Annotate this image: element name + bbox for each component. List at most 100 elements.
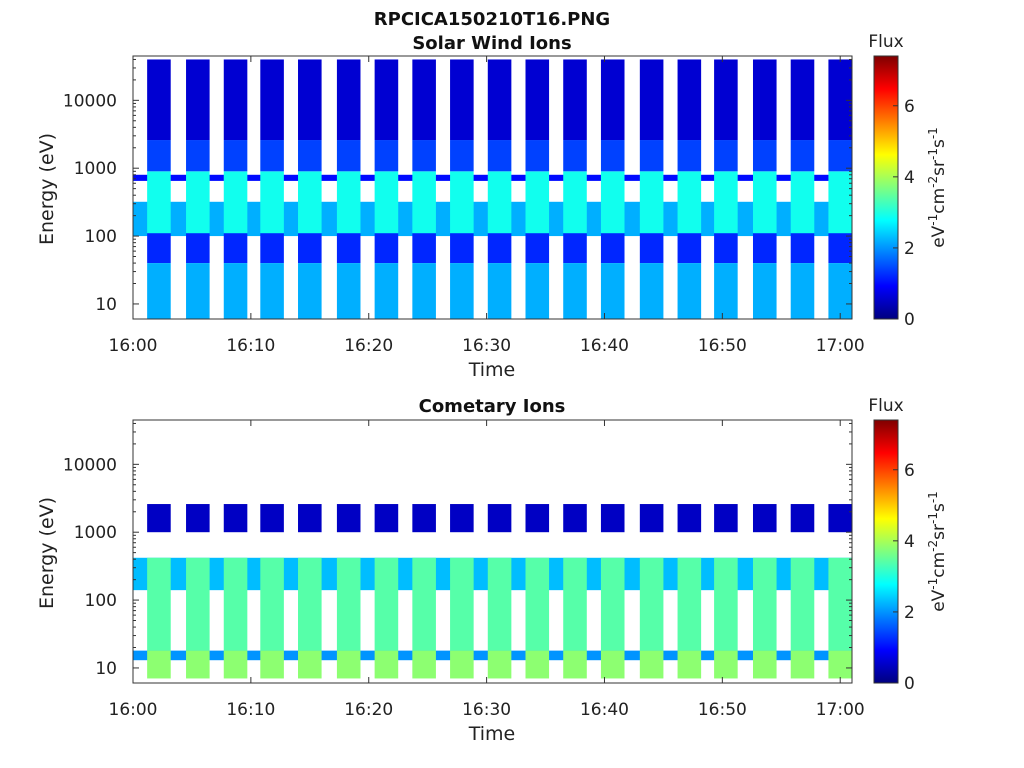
heatmap-cell (374, 233, 399, 264)
x-tick-label: 16:40 (580, 700, 629, 720)
heatmap-cell (147, 233, 171, 264)
colorbar-tick-label: 0 (904, 310, 915, 330)
x-axis: 16:00 16:10 16:20 16:30 16:40 16:50 17:00 (109, 420, 865, 720)
heatmap-cell (374, 650, 399, 679)
heatmap-cell (563, 59, 587, 141)
heatmap-cell (336, 171, 361, 234)
x-tick-label: 16:00 (109, 336, 158, 356)
axes-frame (132, 55, 853, 320)
heatmap-cell (487, 171, 512, 234)
heatmap-cell (186, 650, 210, 679)
heatmap-cell (677, 140, 702, 172)
heatmap-cell (298, 233, 322, 264)
heatmap-cell (450, 59, 474, 141)
heatmap-cell (752, 263, 777, 319)
heatmap-cell (186, 59, 210, 141)
heatmap-cell (677, 557, 702, 651)
heatmap-cell (298, 263, 322, 319)
heatmap-cell (374, 504, 399, 533)
x-tick-label: 17:00 (816, 336, 865, 356)
x-tick-label: 16:30 (462, 700, 511, 720)
heatmap-cell (186, 504, 210, 533)
colorbar-tick-label: 0 (904, 674, 915, 694)
heatmap-cell (790, 504, 815, 533)
y-tick-label: 100 (85, 227, 117, 247)
heatmap-cell (336, 263, 361, 319)
x-tick-label: 16:00 (109, 700, 158, 720)
heatmap-cell (412, 171, 436, 234)
heatmap-cell (563, 650, 587, 679)
heatmap-cell (260, 140, 284, 172)
heatmap-cell (714, 504, 738, 533)
heatmap-cell (412, 650, 436, 679)
heatmap-cell (147, 59, 171, 141)
heatmap-cell (487, 263, 512, 319)
heatmap-cell (790, 171, 815, 234)
heatmap-cell (828, 171, 852, 234)
heatmap-cell (147, 171, 171, 234)
heatmap-cell (450, 557, 474, 651)
colorbar-title: Flux (868, 396, 903, 416)
heatmap-cell (450, 650, 474, 679)
heatmap-cell (223, 140, 248, 172)
colorbar-tick-label: 6 (904, 97, 915, 117)
heatmap-cell (790, 263, 815, 319)
heatmap-cell (639, 504, 664, 533)
heatmap-cell (600, 263, 625, 319)
heatmap-cell (790, 557, 815, 651)
heatmap-cell (412, 140, 436, 172)
heatmap-cell (525, 140, 550, 172)
colorbar-scale (873, 419, 899, 684)
heatmap-cell (790, 59, 815, 141)
colorbar: Flux 0 2 4 6 eV-1cm-2sr-1s-1 (868, 396, 949, 694)
heatmap-cell (525, 59, 550, 141)
colorbar-tick-label: 4 (904, 532, 915, 552)
heatmap-cell (223, 263, 248, 319)
figure-title: RPCICA150210T16.PNG (374, 9, 610, 30)
heatmap-cell (223, 171, 248, 234)
y-axis: 10 100 1000 10000 (63, 422, 852, 679)
heatmap-cell (223, 650, 248, 679)
y-axis-label: Energy (eV) (36, 133, 58, 245)
heatmap-cell (336, 59, 361, 141)
heatmap-cell (374, 263, 399, 319)
heatmap-cell (600, 650, 625, 679)
heatmap-cell (412, 263, 436, 319)
x-tick-label: 16:10 (226, 336, 275, 356)
heatmap-cell (487, 557, 512, 651)
axes-frame (132, 419, 853, 684)
y-tick-label: 10000 (63, 455, 117, 475)
heatmap-cell (752, 140, 777, 172)
heatmap-cell (828, 504, 852, 533)
heatmap-cell (563, 557, 587, 651)
y-tick-label: 100 (85, 591, 117, 611)
y-tick-label: 10 (95, 659, 117, 679)
heatmap-cell (223, 233, 248, 264)
heatmap-cell (450, 171, 474, 234)
heatmap-cell (639, 59, 664, 141)
y-axis-label: Energy (eV) (36, 497, 58, 609)
heatmap-cell (752, 233, 777, 264)
heatmap-cell (600, 233, 625, 264)
heatmap-cell (677, 263, 702, 319)
heatmap-cell (223, 59, 248, 141)
heatmap-cell (790, 650, 815, 679)
y-tick-label: 10 (95, 295, 117, 315)
heatmap-cell (563, 233, 587, 264)
heatmap-cell (450, 504, 474, 533)
heatmap-cell (752, 650, 777, 679)
heatmap-cell (525, 233, 550, 264)
x-tick-label: 17:00 (816, 700, 865, 720)
heatmap-cell (260, 650, 284, 679)
heatmap-cell (336, 650, 361, 679)
colorbar-tick-label: 2 (904, 239, 915, 259)
heatmap-cell (374, 557, 399, 651)
heatmap-cell (714, 233, 738, 264)
heatmap-cell (186, 233, 210, 264)
heatmap-cell (752, 504, 777, 533)
heatmap-cell (260, 233, 284, 264)
x-axis-label: Time (468, 359, 516, 381)
heatmap-cell (260, 504, 284, 533)
x-tick-label: 16:30 (462, 336, 511, 356)
